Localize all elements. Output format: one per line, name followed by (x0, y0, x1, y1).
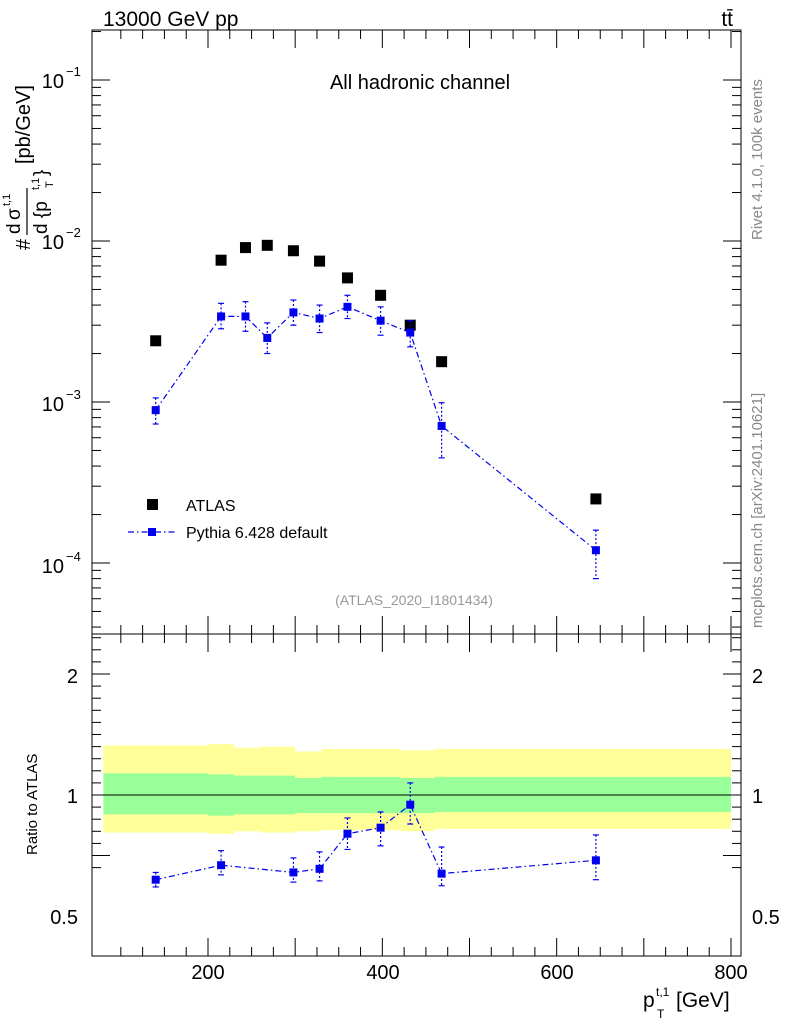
main-panel: 10 −1 10 −2 10 −3 10 −4 # d σ t,1 d {p t… (1, 29, 742, 635)
legend-pythia-marker (148, 528, 156, 536)
y-tick-exp-1e-4: −4 (66, 549, 81, 564)
ylabel-hash: # (13, 238, 35, 250)
pythia-point (406, 328, 415, 337)
ratio-point (217, 861, 226, 870)
main-series-layer (150, 239, 602, 580)
ratio-point (437, 869, 446, 878)
legend-atlas-marker (147, 499, 158, 510)
main-panel-ticks (92, 30, 741, 634)
atlas-point (341, 272, 353, 284)
ratio-y-tick-2-right: 2 (752, 666, 763, 688)
svg-text:#: # (13, 238, 35, 250)
y-tick-label-1e-1: 10 (42, 71, 64, 93)
y-tick-label-1e-4: 10 (42, 556, 64, 578)
legend: ATLAS Pythia 6.428 default (128, 498, 328, 542)
atlas-point (436, 356, 448, 368)
ratio-panel: 2 1 0.5 2 1 0.5 Ratio to ATLAS 200 400 6… (24, 633, 780, 1021)
y-tick-exp-1e-1: −1 (66, 64, 81, 79)
pythia-point (437, 421, 446, 430)
pythia-point (315, 314, 324, 323)
main-y-tick-labels: 10 −1 10 −2 10 −3 10 −4 (42, 64, 81, 578)
ratio-y-tick-2-left: 2 (67, 666, 78, 688)
ratio-point (343, 829, 352, 838)
ratio-point (289, 868, 298, 877)
pythia-point (343, 302, 352, 311)
y-tick-label-1e-3: 10 (42, 394, 64, 416)
xlabel-sup: t,1 (656, 985, 670, 999)
pythia-point (217, 312, 226, 321)
legend-pythia-label: Pythia 6.428 default (186, 525, 328, 542)
xlabel-p: p (643, 989, 655, 1012)
analysis-tag: (ATLAS_2020_I1801434) (335, 592, 493, 608)
ratio-y-tick-1-right: 1 (752, 786, 763, 808)
main-y-axis-label: # d σ t,1 d {p t,1 T } [pb/GeV] (1, 85, 56, 250)
chart-title: All hadronic channel (330, 72, 510, 94)
x-axis-label: p t,1 T [GeV] (643, 985, 730, 1021)
energy-label: 13000 GeV pp (103, 8, 238, 31)
pythia-point (591, 546, 600, 555)
mcplots-label: mcplots.cern.ch [arXiv:2401.10621] (749, 393, 766, 628)
xlabel-units: [GeV] (676, 989, 730, 1012)
atlas-point (215, 254, 227, 266)
pythia-point (241, 312, 250, 321)
atlas-point (261, 239, 273, 251)
atlas-point (375, 289, 387, 301)
ratio-bands (103, 744, 731, 834)
atlas-point (590, 493, 602, 505)
atlas-point (150, 335, 162, 347)
ylabel-sigma-sup: t,1 (1, 194, 13, 206)
y-tick-exp-1e-3: −3 (66, 387, 81, 402)
ratio-point (376, 823, 385, 832)
atlas-point (239, 242, 251, 254)
pythia-point (376, 316, 385, 325)
ratio-y-axis-label: Ratio to ATLAS (24, 754, 41, 855)
x-tick-label-800: 800 (714, 962, 747, 984)
atlas-point (314, 255, 326, 267)
ylabel-denom-sup: t,1 (30, 178, 42, 190)
ratio-point (591, 856, 600, 865)
ylabel-d-numer: d (4, 223, 25, 234)
legend-atlas-label: ATLAS (186, 498, 236, 515)
ratio-y-tick-05-left: 0.5 (50, 907, 78, 929)
ylabel-denom: d {p (31, 201, 52, 234)
ratio-line (155, 803, 596, 881)
ylabel-denom-sub: T (44, 181, 56, 188)
x-tick-label-200: 200 (191, 962, 224, 984)
main-panel-frame (91, 29, 742, 635)
xlabel-sub: T (657, 1007, 665, 1021)
ratio-panel-ticks (92, 634, 741, 956)
process-label: tt̄ (721, 8, 733, 31)
ratio-point (406, 800, 415, 809)
x-tick-label-400: 400 (366, 962, 399, 984)
ylabel-denom-close: } (31, 170, 52, 176)
ratio-point (151, 875, 160, 884)
ratio-point (315, 864, 324, 873)
pythia-point (263, 333, 272, 342)
pythia-point (289, 308, 298, 317)
ylabel-units: [pb/GeV] (13, 85, 35, 164)
pythia-point (151, 406, 160, 415)
atlas-point (287, 245, 299, 257)
ratio-y-tick-05-right: 0.5 (752, 907, 780, 929)
ratio-series-layer (151, 782, 600, 888)
y-tick-label-1e-2: 10 (42, 232, 64, 254)
ratio-y-tick-1-left: 1 (67, 786, 78, 808)
ylabel-sigma: σ (4, 208, 25, 220)
y-tick-exp-1e-2: −2 (66, 225, 81, 240)
ratio-inner-band (103, 773, 731, 816)
x-tick-label-600: 600 (540, 962, 573, 984)
rivet-label: Rivet 4.1.0, 100k events (749, 79, 766, 240)
